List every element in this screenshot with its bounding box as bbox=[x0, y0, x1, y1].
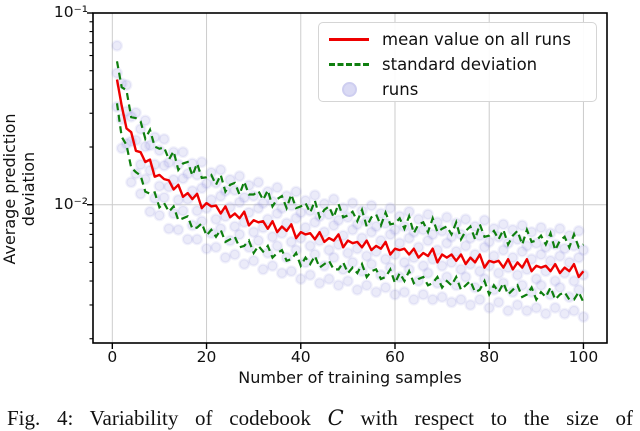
x-tick-label: 40 bbox=[290, 348, 311, 366]
std-dashed-swatch-icon bbox=[329, 63, 369, 66]
axes-frame bbox=[92, 12, 608, 344]
mean-line bbox=[115, 79, 585, 279]
y-axis-label: Average prediction deviation bbox=[0, 113, 38, 265]
y-tick-label-1e-2: 10⁻² bbox=[53, 195, 88, 213]
std-upper-line bbox=[115, 61, 584, 254]
axis-ticks bbox=[87, 12, 585, 349]
figure-caption: Fig. 4: Variability of codebook C with r… bbox=[7, 406, 633, 431]
runs-dot-swatch-icon bbox=[329, 82, 369, 97]
mean-line-swatch-icon bbox=[329, 38, 369, 41]
caption-text-after: with respect to the size of bbox=[343, 406, 634, 430]
legend-label-std: standard deviation bbox=[382, 55, 538, 74]
x-axis-label: Number of training samples bbox=[238, 368, 462, 387]
x-tick-label: 80 bbox=[479, 348, 500, 366]
caption-text-before: Fig. 4: Variability of codebook bbox=[7, 406, 328, 430]
legend: mean value on all runs standard deviatio… bbox=[318, 22, 597, 102]
x-tick-label: 100 bbox=[568, 348, 599, 366]
legend-item-mean: mean value on all runs bbox=[329, 27, 588, 52]
x-tick-label: 20 bbox=[196, 348, 217, 366]
legend-label-runs: runs bbox=[382, 80, 419, 99]
legend-label-mean: mean value on all runs bbox=[382, 30, 571, 49]
x-tick-label: 60 bbox=[385, 348, 405, 366]
legend-item-std: standard deviation bbox=[329, 52, 588, 77]
legend-item-runs: runs bbox=[329, 77, 588, 102]
std-lower-line bbox=[115, 103, 585, 303]
x-tick-label: 0 bbox=[107, 348, 118, 366]
y-tick-label-1e-1: 10⁻¹ bbox=[53, 3, 88, 21]
codebook-symbol: C bbox=[327, 406, 344, 430]
